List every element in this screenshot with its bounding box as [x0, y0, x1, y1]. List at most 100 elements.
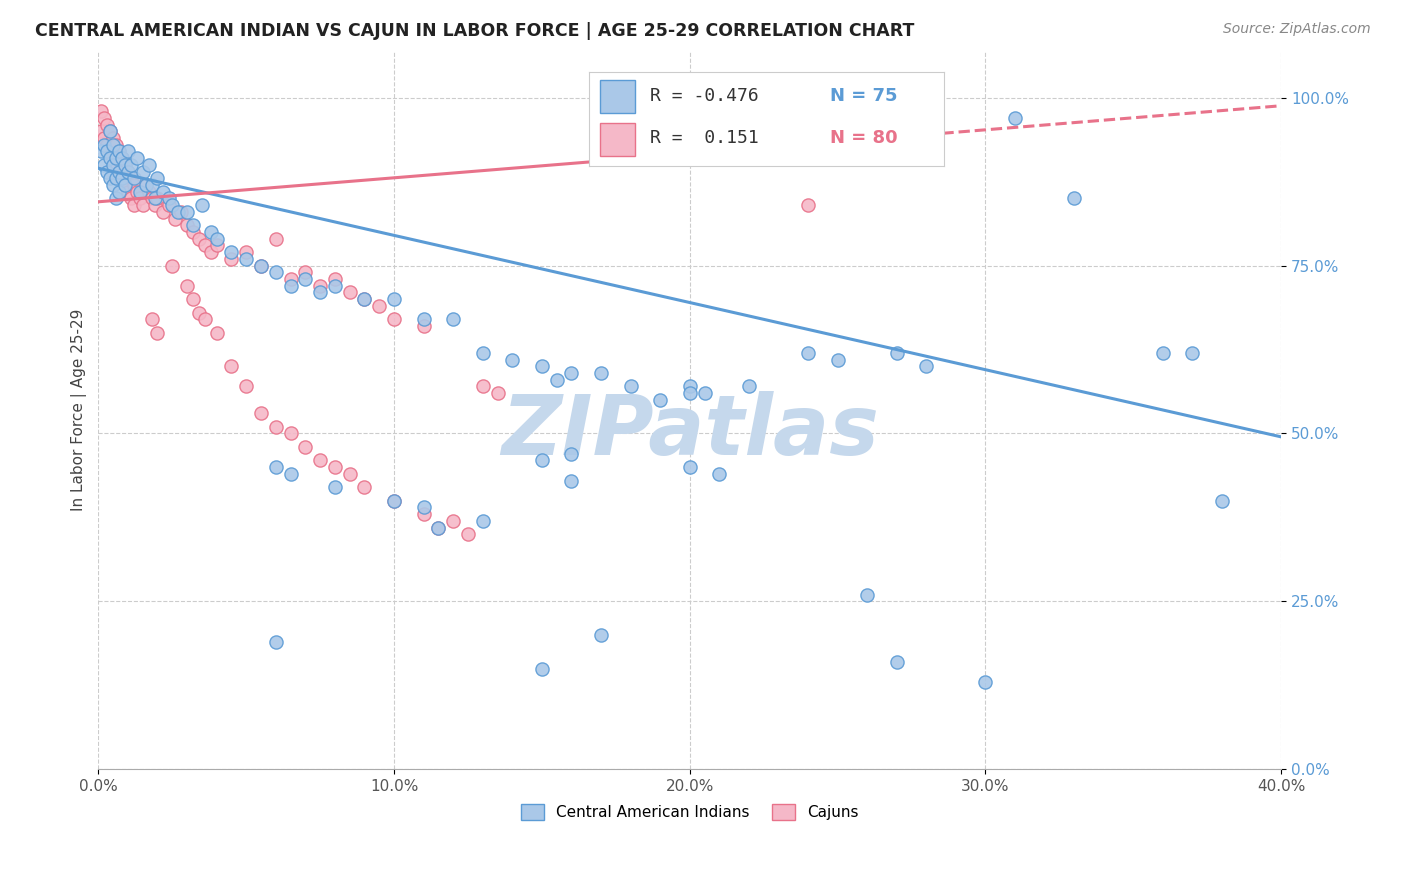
Point: [152, 205, 174, 219]
Point: [368, 299, 391, 313]
Point: [93, 131, 115, 145]
Point: [205, 326, 228, 340]
Point: [181, 225, 204, 239]
Point: [797, 346, 820, 360]
Point: [122, 178, 145, 192]
Point: [98, 145, 121, 159]
Point: [427, 520, 450, 534]
Point: [114, 178, 136, 192]
Point: [589, 366, 612, 380]
Point: [176, 278, 198, 293]
Point: [412, 319, 434, 334]
Point: [93, 137, 115, 152]
Point: [191, 198, 214, 212]
Point: [560, 366, 582, 380]
Point: [309, 453, 332, 467]
Point: [1004, 111, 1026, 125]
Point: [117, 185, 139, 199]
Point: [101, 151, 124, 165]
Point: [235, 379, 257, 393]
Point: [101, 131, 124, 145]
Point: [546, 373, 568, 387]
Point: [412, 507, 434, 521]
Point: [264, 265, 287, 279]
Point: [96, 145, 118, 159]
Point: [827, 352, 849, 367]
Point: [294, 440, 316, 454]
Point: [170, 205, 193, 219]
Point: [181, 292, 204, 306]
Point: [280, 278, 302, 293]
Point: [382, 312, 405, 326]
Point: [412, 500, 434, 515]
Point: [108, 164, 131, 178]
Point: [117, 164, 139, 178]
Point: [105, 137, 128, 152]
Point: [1063, 191, 1085, 205]
Point: [96, 164, 118, 178]
Point: [323, 278, 346, 293]
Point: [108, 145, 131, 159]
Point: [146, 171, 169, 186]
Point: [560, 474, 582, 488]
Point: [90, 104, 112, 119]
Point: [187, 305, 209, 319]
Point: [235, 252, 257, 266]
Point: [1152, 346, 1174, 360]
Point: [323, 272, 346, 286]
Point: [152, 185, 174, 199]
Point: [98, 171, 121, 186]
Point: [339, 285, 361, 300]
Point: [339, 467, 361, 481]
Point: [111, 171, 134, 186]
Point: [105, 171, 128, 186]
Point: [457, 527, 479, 541]
Point: [382, 493, 405, 508]
Point: [501, 352, 523, 367]
Point: [650, 392, 672, 407]
Point: [679, 379, 702, 393]
Point: [323, 480, 346, 494]
Text: ZIPatlas: ZIPatlas: [501, 391, 879, 472]
Point: [200, 225, 222, 239]
Point: [441, 312, 464, 326]
Point: [412, 312, 434, 326]
Point: [93, 111, 115, 125]
Point: [353, 292, 375, 306]
Point: [101, 158, 124, 172]
Point: [93, 158, 115, 172]
Point: [117, 145, 139, 159]
Legend: Central American Indians, Cajuns: Central American Indians, Cajuns: [515, 798, 865, 826]
Point: [181, 219, 204, 233]
Point: [111, 151, 134, 165]
Point: [131, 164, 153, 178]
Point: [141, 191, 163, 205]
Point: [165, 211, 187, 226]
Point: [117, 164, 139, 178]
Point: [120, 158, 142, 172]
Point: [294, 265, 316, 279]
Point: [157, 198, 180, 212]
Point: [886, 346, 908, 360]
Point: [111, 151, 134, 165]
Point: [797, 198, 820, 212]
Point: [200, 245, 222, 260]
Point: [323, 460, 346, 475]
Point: [221, 252, 243, 266]
Point: [96, 137, 118, 152]
Point: [471, 379, 494, 393]
Point: [382, 493, 405, 508]
Point: [264, 232, 287, 246]
Point: [128, 185, 150, 199]
Point: [141, 178, 163, 192]
Point: [162, 198, 184, 212]
Point: [560, 447, 582, 461]
Point: [138, 185, 160, 199]
Point: [120, 171, 142, 186]
Point: [679, 386, 702, 401]
Point: [486, 386, 509, 401]
Point: [105, 151, 128, 165]
Point: [915, 359, 938, 374]
Point: [530, 359, 553, 374]
Point: [114, 158, 136, 172]
